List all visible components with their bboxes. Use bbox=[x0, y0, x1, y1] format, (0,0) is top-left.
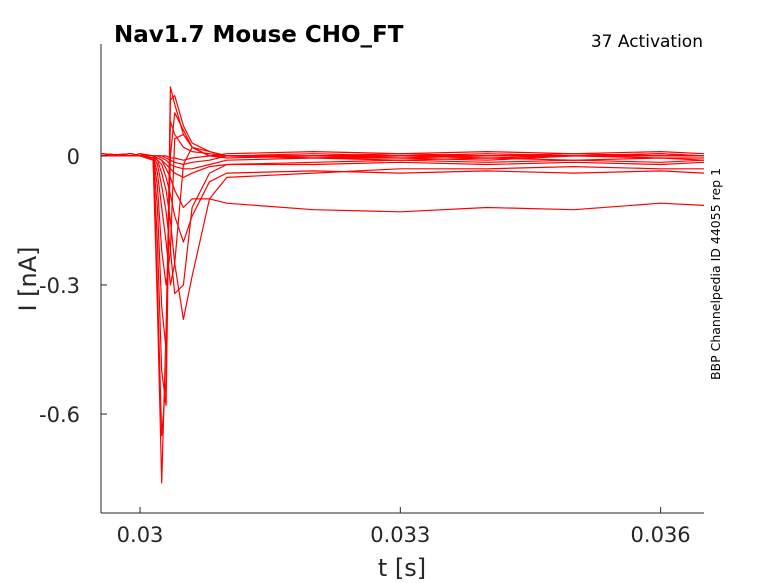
y-ticks: 0 -0.3 -0.6 bbox=[39, 145, 107, 427]
y-axis-label: I [nA] bbox=[14, 246, 42, 311]
traces-group bbox=[100, 86, 705, 484]
trace-10 bbox=[101, 155, 705, 213]
trace-7 bbox=[100, 153, 705, 295]
trace-2 bbox=[100, 86, 705, 437]
y-tick-label: -0.3 bbox=[39, 274, 80, 298]
x-tick-label: 0.033 bbox=[370, 523, 430, 547]
chart-subtitle: 37 Activation bbox=[591, 32, 703, 52]
trace-1 bbox=[100, 120, 704, 484]
trace-3 bbox=[101, 94, 704, 406]
x-ticks: 0.03 0.033 0.036 bbox=[117, 507, 691, 547]
x-axis-label: t [s] bbox=[378, 554, 426, 582]
y-tick-label: -0.6 bbox=[39, 403, 80, 427]
trace-14 bbox=[100, 151, 705, 161]
y-tick-label: 0 bbox=[67, 145, 80, 169]
chart-title: Nav1.7 Mouse CHO_FT bbox=[114, 22, 404, 48]
plot-area bbox=[100, 44, 704, 514]
x-tick-label: 0.036 bbox=[631, 523, 691, 547]
x-tick-label: 0.03 bbox=[117, 523, 164, 547]
trace-8 bbox=[100, 153, 704, 320]
side-id-label: BBP Channelpedia ID 44055 rep 1 bbox=[708, 168, 723, 380]
